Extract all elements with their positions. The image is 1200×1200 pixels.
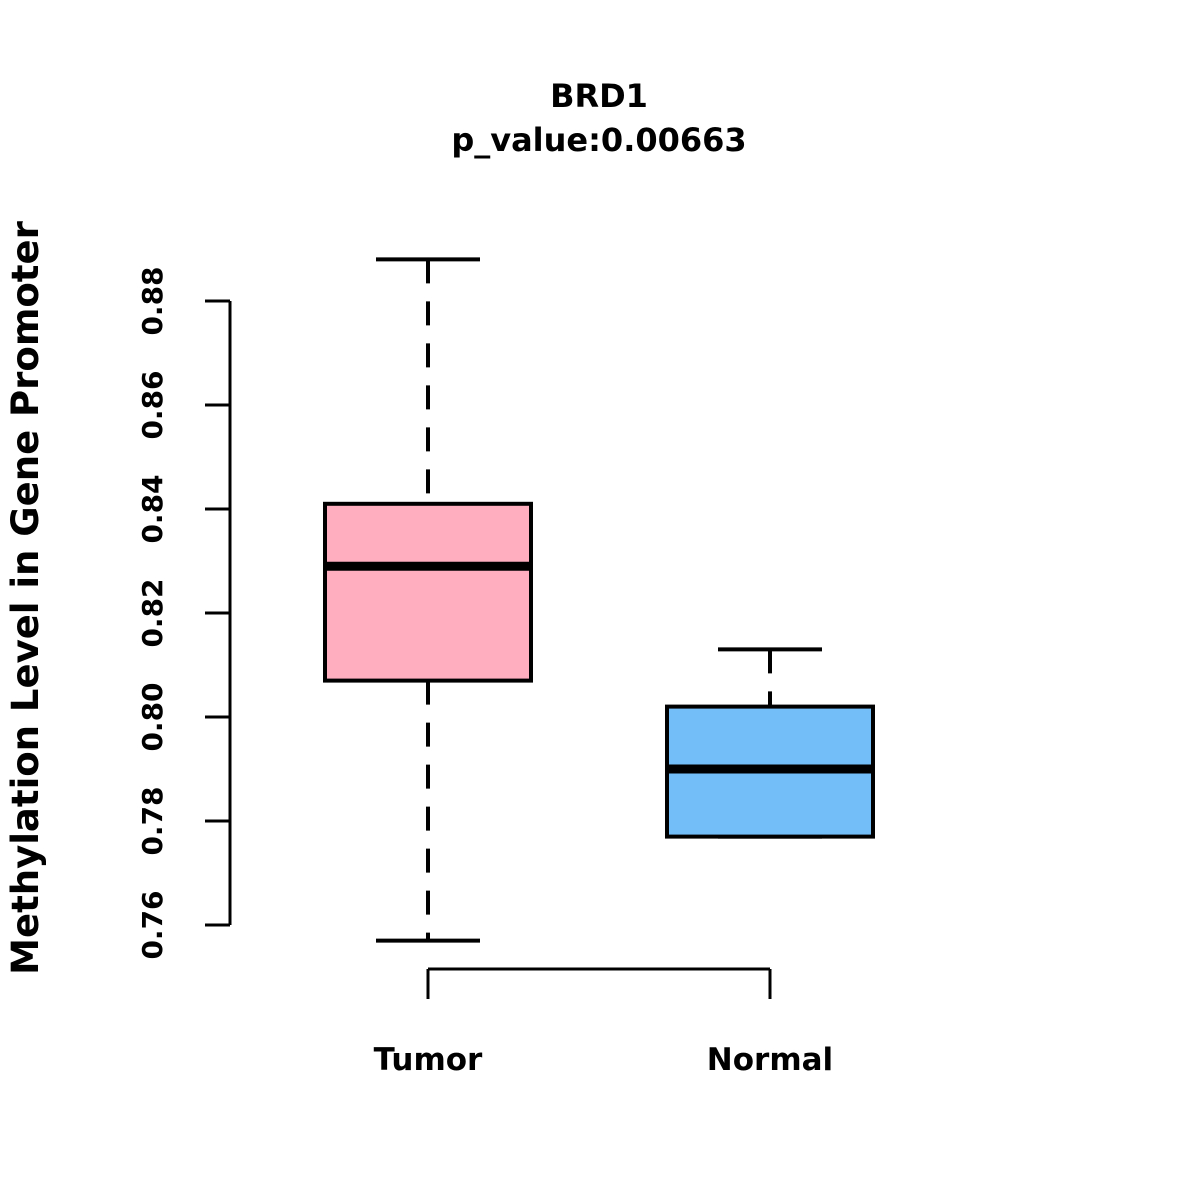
plot-area: 0.76 0.78 0.80 0.82 0.84 0.86 0.88 Tumor Normal xyxy=(136,257,875,1078)
chart-subtitle: p_value:0.00663 xyxy=(451,121,746,159)
y-axis-tick-label: 0.86 xyxy=(136,370,169,439)
y-axis-tick-label: 0.82 xyxy=(136,578,169,647)
y-axis-tick-label: 0.80 xyxy=(136,682,169,751)
y-axis-tick-label: 0.88 xyxy=(136,266,169,335)
y-axis-tick-label: 0.76 xyxy=(136,890,169,959)
y-axis-label: Methylation Level in Gene Promoter xyxy=(4,220,47,974)
chart-title: BRD1 xyxy=(550,77,648,115)
y-axis-tick-label: 0.84 xyxy=(136,474,169,543)
x-category-label-tumor: Tumor xyxy=(374,1042,483,1078)
box-tumor xyxy=(323,501,533,683)
y-axis-tick-label: 0.78 xyxy=(136,786,169,855)
x-category-label-normal: Normal xyxy=(707,1042,833,1078)
